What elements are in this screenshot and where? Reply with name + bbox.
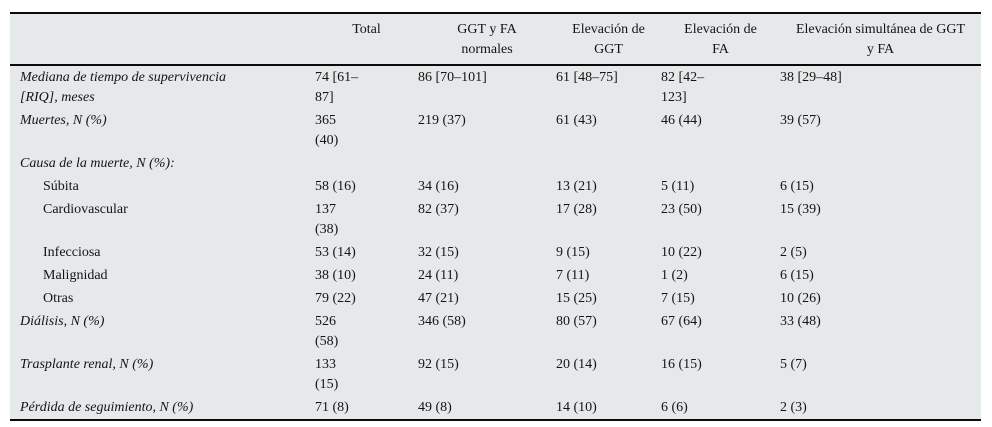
cell-value bbox=[315, 152, 418, 175]
cell-value: 47 (21) bbox=[418, 291, 459, 306]
cell-value: 20 (14) bbox=[556, 357, 597, 372]
cell-value: 365 (40) bbox=[315, 113, 339, 148]
cell-value: 86 [70–101] bbox=[418, 70, 487, 85]
cell-value: 46 (44) bbox=[661, 113, 702, 128]
cell-value: 74 [61– 87] bbox=[315, 70, 359, 105]
cell-value: 71 (8) bbox=[315, 400, 349, 415]
cell-value: 61 (43) bbox=[556, 113, 597, 128]
header-elevacion-ggt: Elevación de GGT bbox=[556, 14, 661, 66]
cell-value: 34 (16) bbox=[418, 179, 459, 194]
cell-value: 15 (39) bbox=[780, 202, 821, 217]
cell-value bbox=[780, 152, 981, 175]
cell-value: 219 (37) bbox=[418, 113, 466, 128]
cell-value: 14 (10) bbox=[556, 400, 597, 415]
cell-value: 10 (22) bbox=[661, 245, 702, 260]
cell-value: 23 (50) bbox=[661, 202, 702, 217]
cell-value: 38 [29–48] bbox=[780, 70, 842, 85]
survival-outcomes-table: Total GGT y FA normales Elevación de GGT… bbox=[10, 14, 981, 419]
cell-value: 7 (15) bbox=[661, 291, 695, 306]
table-row-malignidad: Malignidad 38 (10) 24 (11) 7 (11) 1 (2) … bbox=[10, 264, 981, 287]
table-row-cardiovascular: Cardiovascular 137 (38) 82 (37) 17 (28) … bbox=[10, 198, 981, 241]
cell-value: 5 (11) bbox=[661, 179, 695, 194]
header-ggt-fa-normales: GGT y FA normales bbox=[418, 14, 556, 66]
cell-value: 79 (22) bbox=[315, 291, 356, 306]
header-elevacion-fa: Elevación de FA bbox=[661, 14, 780, 66]
cell-value: 92 (15) bbox=[418, 357, 459, 372]
table-row-trasplante-renal: Trasplante renal, N (%) 133 (15) 92 (15)… bbox=[10, 353, 981, 396]
table-body: Mediana de tiempo de supervivencia [RIQ]… bbox=[10, 65, 981, 419]
table-row-dialisis: Diálisis, N (%) 526 (58) 346 (58) 80 (57… bbox=[10, 310, 981, 353]
header-elevacion-simultanea: Elevación simultánea de GGT y FA bbox=[780, 14, 981, 66]
table-row-causa-muerte: Causa de la muerte, N (%): bbox=[10, 152, 981, 175]
header-row: Total GGT y FA normales Elevación de GGT… bbox=[10, 14, 981, 66]
cell-value: 49 (8) bbox=[418, 400, 452, 415]
cell-value bbox=[556, 152, 661, 175]
cell-value: 346 (58) bbox=[418, 314, 466, 329]
cell-value: 82 [42– 123] bbox=[661, 70, 705, 105]
table-row-subita: Súbita 58 (16) 34 (16) 13 (21) 5 (11) 6 … bbox=[10, 175, 981, 198]
cell-value: 67 (64) bbox=[661, 314, 702, 329]
row-label: Otras bbox=[43, 291, 74, 306]
table-row-perdida-seguimiento: Pérdida de seguimiento, N (%) 71 (8) 49 … bbox=[10, 396, 981, 419]
cell-value: 526 (58) bbox=[315, 314, 339, 349]
cell-value: 17 (28) bbox=[556, 202, 597, 217]
cell-value: 38 (10) bbox=[315, 268, 356, 283]
cell-value bbox=[418, 152, 556, 175]
table-row-muertes: Muertes, N (%) 365 (40) 219 (37) 61 (43)… bbox=[10, 109, 981, 152]
cell-value: 9 (15) bbox=[556, 245, 590, 260]
row-label: Muertes, N (%) bbox=[20, 113, 107, 128]
cell-value: 10 (26) bbox=[780, 291, 821, 306]
cell-value: 6 (15) bbox=[780, 268, 814, 283]
cell-value: 82 (37) bbox=[418, 202, 459, 217]
cell-value: 33 (48) bbox=[780, 314, 821, 329]
row-label: Cardiovascular bbox=[43, 202, 128, 217]
row-label: Diálisis, N (%) bbox=[20, 314, 105, 329]
cell-value: 6 (6) bbox=[661, 400, 688, 415]
row-label: Pérdida de seguimiento, N (%) bbox=[20, 400, 194, 415]
cell-value: 32 (15) bbox=[418, 245, 459, 260]
row-label: Súbita bbox=[43, 179, 79, 194]
row-label: Mediana de tiempo de supervivencia [RIQ]… bbox=[20, 70, 227, 105]
table-header: Total GGT y FA normales Elevación de GGT… bbox=[10, 14, 981, 66]
cell-value: 133 (15) bbox=[315, 357, 339, 392]
table-container: Total GGT y FA normales Elevación de GGT… bbox=[10, 12, 981, 421]
header-total: Total bbox=[315, 14, 418, 66]
cell-value: 39 (57) bbox=[780, 113, 821, 128]
table-row-otras: Otras 79 (22) 47 (21) 15 (25) 7 (15) 10 … bbox=[10, 287, 981, 310]
row-label: Malignidad bbox=[43, 268, 108, 283]
cell-value: 137 (38) bbox=[315, 202, 339, 237]
table-row-infecciosa: Infecciosa 53 (14) 32 (15) 9 (15) 10 (22… bbox=[10, 241, 981, 264]
table-row-mediana-supervivencia: Mediana de tiempo de supervivencia [RIQ]… bbox=[10, 65, 981, 109]
row-label: Causa de la muerte, N (%): bbox=[20, 156, 175, 171]
cell-value: 13 (21) bbox=[556, 179, 597, 194]
cell-value bbox=[661, 152, 780, 175]
row-label: Infecciosa bbox=[43, 245, 101, 260]
cell-value: 5 (7) bbox=[780, 357, 807, 372]
cell-value: 61 [48–75] bbox=[556, 70, 618, 85]
cell-value: 6 (15) bbox=[780, 179, 814, 194]
header-empty bbox=[10, 14, 315, 66]
cell-value: 2 (5) bbox=[780, 245, 807, 260]
cell-value: 16 (15) bbox=[661, 357, 702, 372]
row-label: Trasplante renal, N (%) bbox=[20, 357, 154, 372]
cell-value: 24 (11) bbox=[418, 268, 459, 283]
cell-value: 7 (11) bbox=[556, 268, 590, 283]
cell-value: 53 (14) bbox=[315, 245, 356, 260]
cell-value: 1 (2) bbox=[661, 268, 688, 283]
cell-value: 80 (57) bbox=[556, 314, 597, 329]
cell-value: 58 (16) bbox=[315, 179, 356, 194]
cell-value: 15 (25) bbox=[556, 291, 597, 306]
cell-value: 2 (3) bbox=[780, 400, 807, 415]
